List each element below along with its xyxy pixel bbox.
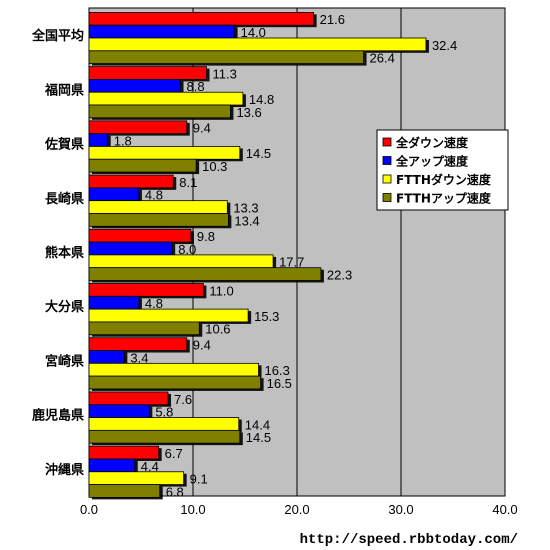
data-label: 14.5: [246, 430, 271, 445]
category-label: 沖縄県: [45, 462, 84, 478]
legend-box: [376, 129, 509, 211]
legend-entry: FTTHアップ速度: [396, 191, 492, 206]
legend-swatch: [382, 174, 392, 184]
data-label: 5.8: [155, 405, 173, 420]
data-label: 7.6: [174, 392, 192, 407]
legend-swatch: [382, 137, 392, 147]
x-tick-label: 0.0: [80, 502, 98, 517]
bar: [88, 228, 192, 243]
source-url: http://speed.rbbtoday.com/: [300, 532, 518, 548]
data-label: 9.4: [193, 338, 211, 353]
data-label: 16.3: [265, 363, 290, 378]
bar: [88, 283, 204, 297]
data-label: 9.4: [193, 121, 211, 136]
data-label: 13.3: [233, 200, 258, 215]
legend-swatch: [382, 156, 392, 165]
x-tick-label: 40.0: [492, 502, 517, 517]
bar: [88, 104, 231, 119]
data-label: 6.7: [165, 446, 183, 461]
data-label: 14.8: [249, 92, 274, 107]
bar: [88, 120, 188, 135]
data-label: 13.6: [236, 105, 261, 120]
category-label: 鹿児島県: [32, 408, 84, 424]
data-label: 13.4: [234, 213, 259, 228]
bar: [88, 295, 140, 310]
bar: [88, 79, 181, 93]
bar: [88, 174, 174, 189]
bar: [88, 158, 197, 173]
data-label: 17.7: [279, 255, 304, 270]
data-label: 8.8: [187, 79, 205, 94]
category-label: 全国平均: [31, 28, 84, 44]
bar: [88, 484, 161, 498]
bar: [88, 146, 241, 160]
data-label: 10.6: [205, 322, 230, 337]
legend-entry: 全ダウン速度: [395, 135, 469, 150]
data-label: 14.5: [246, 146, 271, 161]
data-label: 15.3: [254, 309, 279, 324]
data-label: 9.8: [197, 229, 215, 244]
x-tick-label: 20.0: [284, 502, 309, 517]
data-label: 4.4: [141, 459, 159, 474]
data-label: 8.1: [179, 175, 197, 190]
bar: [88, 391, 169, 406]
bar: [88, 11, 315, 26]
bar: [88, 24, 236, 39]
data-label: 22.3: [327, 267, 352, 282]
category-label: 長崎県: [45, 191, 84, 207]
bar: [88, 308, 249, 323]
x-tick-label: 10.0: [180, 502, 205, 517]
bar: [88, 350, 125, 364]
bar: [88, 337, 188, 351]
data-label: 16.5: [267, 376, 292, 391]
bar: [88, 50, 364, 64]
legend-entry: FTTHダウン速度: [396, 172, 492, 187]
data-label: 26.4: [370, 51, 395, 66]
data-label: 32.4: [432, 38, 457, 53]
bar: [88, 133, 109, 147]
bar: [88, 187, 140, 202]
data-labels-group: 21.6 14.0 32.4 26.4 11.3 8.8 14.813.6 9.4 1.8 14.…: [114, 12, 458, 499]
bar: [88, 213, 229, 227]
data-label: 8.0: [178, 242, 196, 257]
data-label: 6.8: [166, 484, 184, 499]
x-tick-label: 30.0: [388, 502, 413, 517]
bar: [88, 445, 160, 460]
data-label: 10.3: [202, 159, 227, 174]
category-label: 大分県: [45, 299, 84, 315]
bar: [88, 241, 173, 256]
bar: [88, 362, 259, 377]
category-label: 熊本県: [45, 245, 84, 261]
category-label: 佐賀県: [44, 137, 84, 153]
bar: [88, 267, 322, 281]
data-label: 21.6: [320, 12, 345, 27]
bar: [88, 91, 244, 106]
bar: [88, 375, 262, 390]
bar: [88, 471, 185, 485]
data-label: 14.0: [241, 25, 266, 40]
data-label: 4.8: [145, 296, 163, 311]
data-label: 4.8: [145, 188, 163, 203]
bar: [88, 66, 207, 80]
data-label: 14.4: [245, 417, 270, 432]
category-label: 福岡県: [44, 82, 84, 98]
x-tick-labels-group: 0.0 10.0 20.0 30.0 40.0: [80, 502, 518, 517]
data-label: 11.3: [213, 66, 237, 81]
bar: [88, 429, 241, 444]
data-label: 9.1: [190, 472, 208, 487]
legend-swatch: [382, 193, 392, 202]
bar: [88, 404, 150, 418]
bar: [88, 321, 200, 336]
data-label: 11.0: [209, 283, 233, 298]
bars-group: [88, 11, 429, 500]
data-label: 1.8: [114, 133, 132, 148]
bar: [88, 458, 136, 473]
data-label: 3.4: [130, 350, 148, 365]
category-label: 宮崎県: [45, 353, 84, 369]
legend-entry: 全アップ速度: [395, 154, 469, 169]
